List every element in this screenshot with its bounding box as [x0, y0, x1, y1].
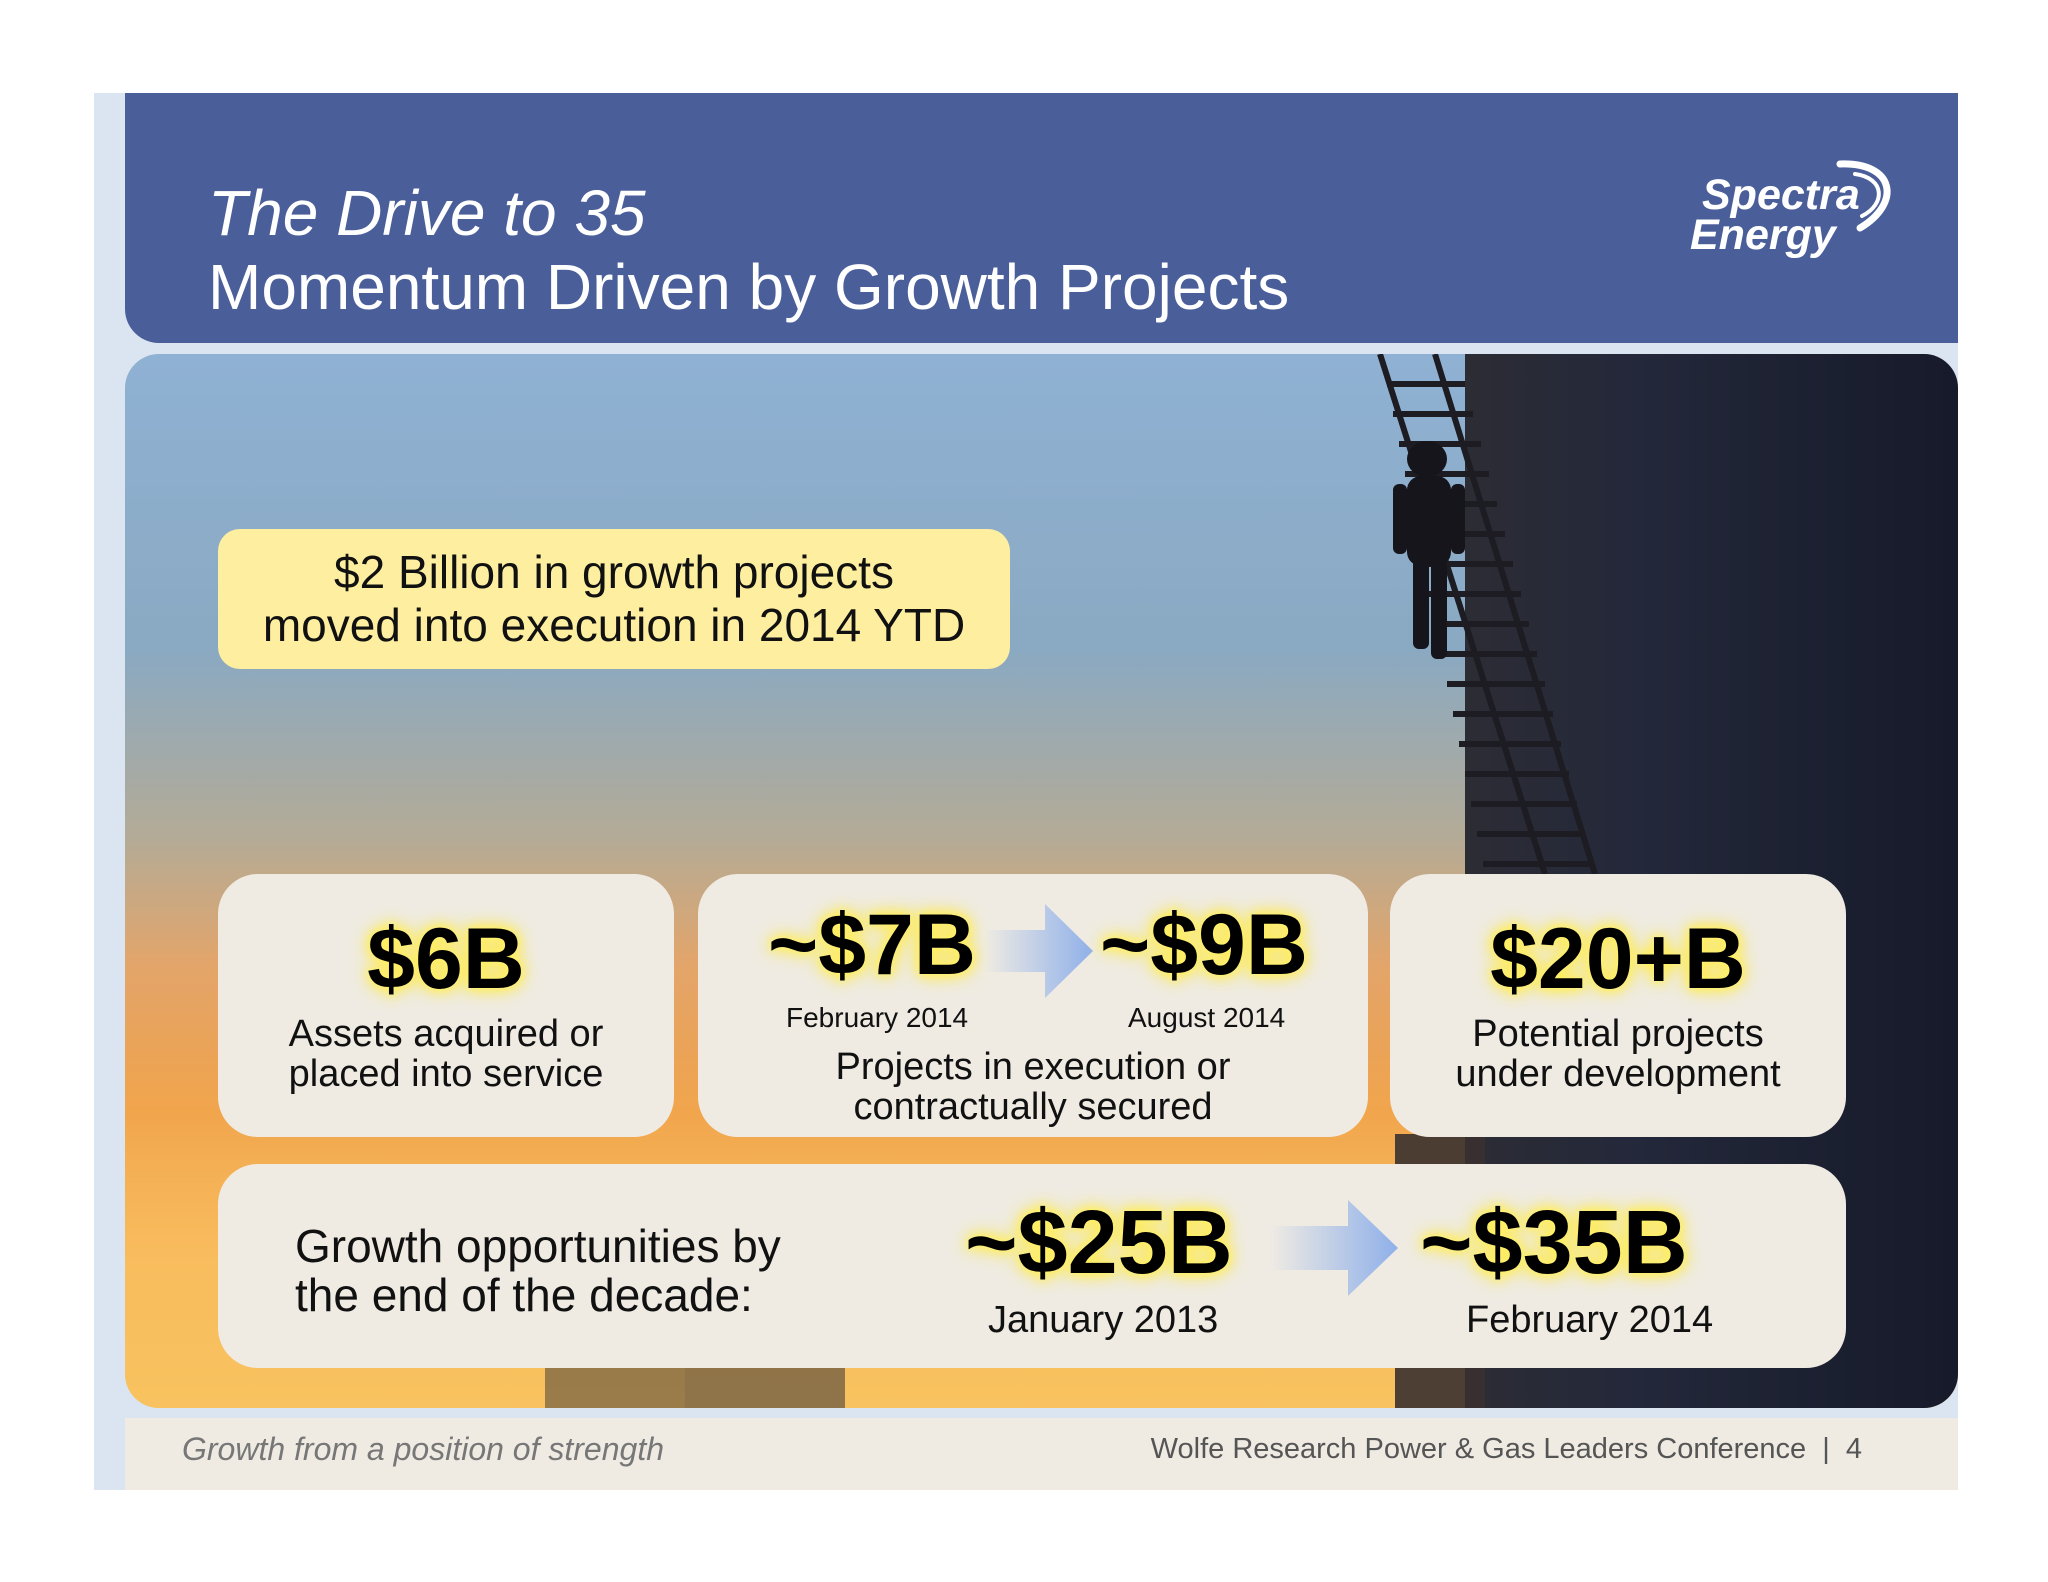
footer-bar	[125, 1418, 1958, 1490]
logo-swoosh-icon	[1836, 160, 1891, 232]
growth-label-line1: Growth opportunities by	[295, 1220, 781, 1272]
execution-desc-line1: Projects in execution or	[835, 1046, 1231, 1088]
potential-value: $20+B	[1490, 911, 1746, 1007]
growth-from-value: ~$25B	[965, 1193, 1233, 1293]
assets-desc-line2: placed into service	[288, 1053, 604, 1095]
footer-separator: |	[1822, 1433, 1830, 1465]
slide-title: The Drive to 35	[208, 177, 646, 249]
execution-to-value: ~$9B	[1100, 897, 1308, 993]
callout-line1: $2 Billion in growth projects	[334, 546, 894, 598]
logo-text-line1: Spectra	[1702, 171, 1860, 219]
header-banner	[125, 93, 1958, 343]
assets-value: $6B	[367, 911, 525, 1007]
spectra-energy-logo: Spectra Energy	[1690, 158, 1900, 268]
card-assets	[218, 874, 674, 1137]
callout-box: $2 Billion in growth projects moved into…	[218, 529, 1010, 669]
logo-text-line2: Energy	[1690, 211, 1836, 259]
card-execution	[698, 874, 1368, 1137]
page-number: 4	[1845, 1433, 1862, 1465]
potential-desc-line1: Potential projects	[1472, 1013, 1764, 1055]
footer-tagline: Growth from a position of strength	[182, 1431, 664, 1467]
growth-arrow-icon	[1270, 1200, 1398, 1296]
execution-desc-line2: contractually secured	[853, 1086, 1213, 1128]
footer-conference: Wolfe Research Power & Gas Leaders Confe…	[1151, 1433, 1862, 1466]
slide-subtitle: Momentum Driven by Growth Projects	[208, 251, 1290, 323]
execution-from-value: ~$7B	[768, 897, 976, 993]
growth-to-value: ~$35B	[1420, 1193, 1688, 1293]
growth-opportunities-bar	[218, 1164, 1846, 1368]
footer-conference-name: Wolfe Research Power & Gas Leaders Confe…	[1150, 1433, 1807, 1465]
growth-from-date: January 2013	[988, 1299, 1219, 1341]
execution-arrow-icon	[985, 904, 1093, 998]
callout-line2: moved into execution in 2014 YTD	[262, 599, 966, 651]
assets-desc-line1: Assets acquired or	[288, 1013, 604, 1055]
growth-label-line2: the end of the decade:	[295, 1269, 753, 1321]
potential-desc-line2: under development	[1455, 1053, 1781, 1095]
card-potential	[1390, 874, 1846, 1137]
growth-to-date: February 2014	[1466, 1299, 1714, 1341]
execution-to-date: August 2014	[1128, 1002, 1286, 1033]
execution-from-date: February 2014	[786, 1002, 969, 1033]
